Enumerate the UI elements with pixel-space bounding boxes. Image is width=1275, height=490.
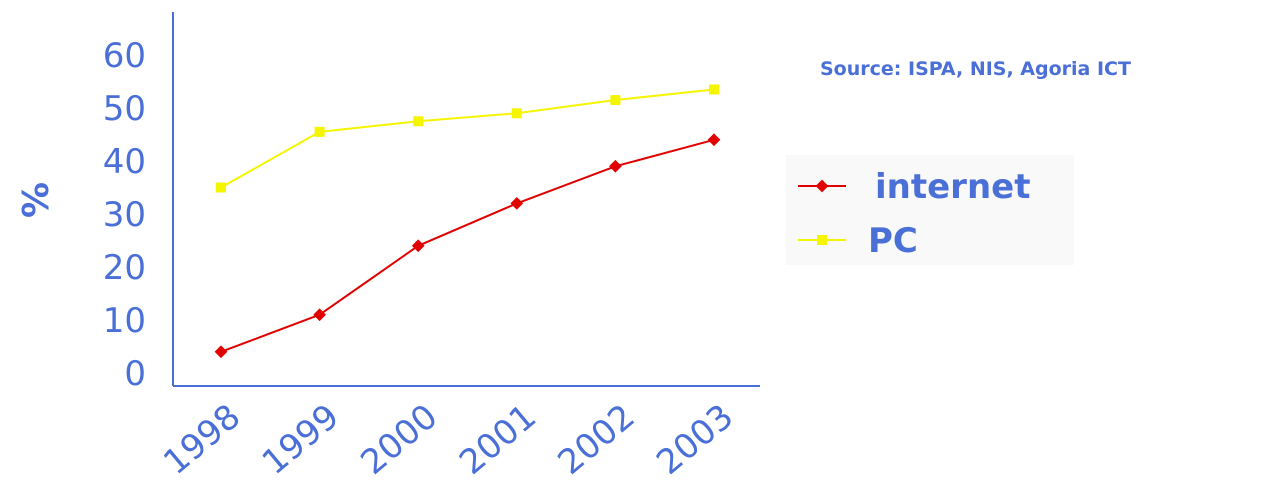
source-note: Source: ISPA, NIS, Agoria ICT bbox=[820, 58, 1131, 80]
pc-line bbox=[220, 88, 715, 189]
internet-point bbox=[609, 159, 622, 173]
pc-point bbox=[511, 108, 522, 119]
internet-point bbox=[510, 197, 524, 210]
x-tick-label: 2000 bbox=[353, 397, 445, 483]
legend-box bbox=[786, 155, 1074, 265]
internet-line bbox=[220, 138, 715, 353]
x-tick-label: 2003 bbox=[649, 397, 741, 483]
legend-item-pc: PC bbox=[798, 221, 918, 261]
pc-point bbox=[709, 84, 719, 95]
y-tick-label: 40 bbox=[103, 142, 146, 182]
y-tick-label: 30 bbox=[103, 195, 146, 235]
pc-point bbox=[413, 116, 424, 127]
series-internet bbox=[214, 133, 721, 359]
legend-label-pc: PC bbox=[868, 221, 918, 261]
pc-point bbox=[216, 182, 226, 193]
y-tick-label: 20 bbox=[103, 248, 146, 288]
y-tick-label: 50 bbox=[103, 89, 146, 129]
pc-point bbox=[610, 95, 621, 106]
pc-point bbox=[314, 126, 325, 137]
internet-point bbox=[707, 133, 721, 147]
y-tick-label: 10 bbox=[103, 301, 146, 341]
legend-marker-pc bbox=[817, 235, 827, 245]
legend-item-internet: internet bbox=[798, 167, 1030, 207]
series-pc bbox=[216, 84, 719, 193]
x-tick-label: 2002 bbox=[551, 397, 643, 483]
internet-point bbox=[411, 239, 425, 253]
legend-label-internet: internet bbox=[875, 167, 1030, 207]
y-tick-label: 60 bbox=[103, 36, 146, 76]
x-tick-label: 2001 bbox=[452, 397, 544, 483]
y-tick-label: 0 bbox=[124, 354, 146, 394]
x-tick-label: 1999 bbox=[255, 397, 347, 483]
internet-point bbox=[214, 345, 228, 359]
y-axis-label: % bbox=[16, 182, 57, 218]
internet-point bbox=[313, 308, 326, 322]
x-tick-label: 1998 bbox=[156, 397, 248, 483]
